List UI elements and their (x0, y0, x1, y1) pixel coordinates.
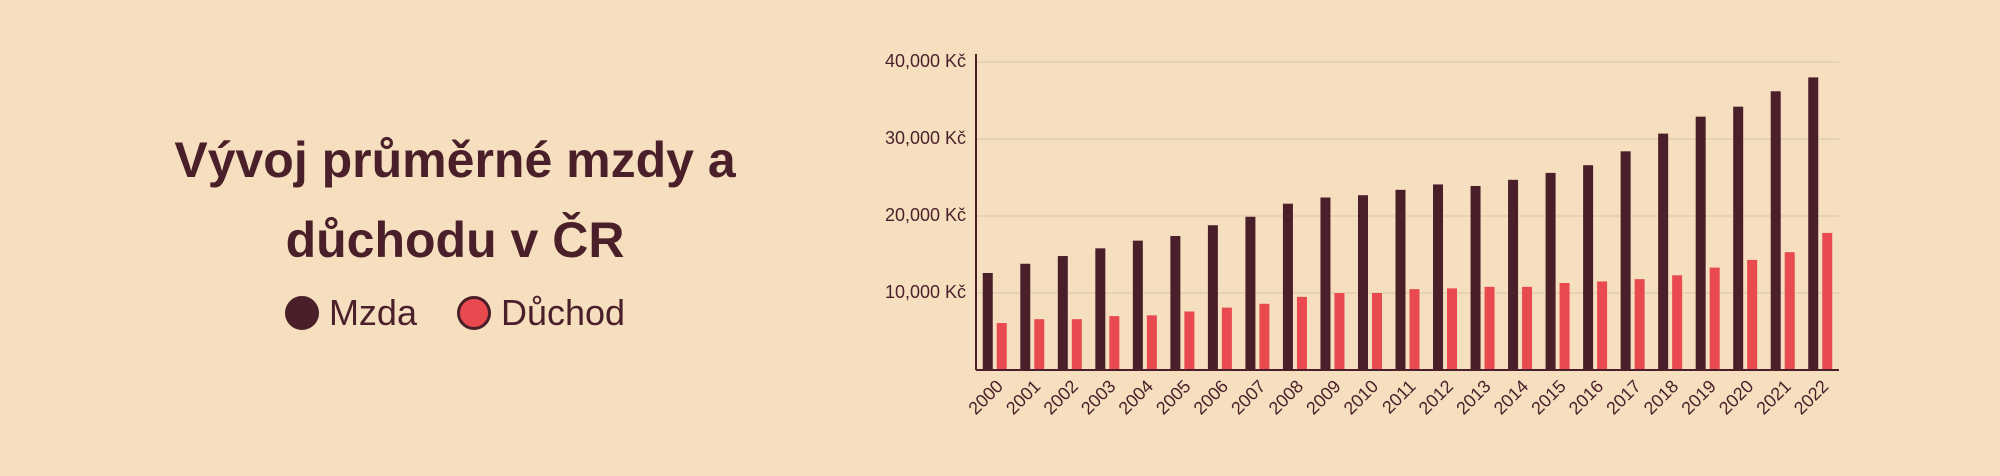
x-tick-label: 2000 (964, 376, 1006, 418)
x-tick-label: 2020 (1715, 376, 1757, 418)
x-tick-label: 2016 (1565, 376, 1607, 418)
y-tick-label: 40,000 Kč (885, 51, 966, 71)
x-tick-label: 2018 (1640, 376, 1682, 418)
bar (1245, 216, 1256, 370)
bar (1320, 197, 1331, 370)
bar (1695, 116, 1706, 370)
legend-label: Mzda (328, 292, 417, 333)
bar (1132, 240, 1143, 370)
bar (1433, 184, 1444, 370)
bar (1784, 252, 1795, 370)
bar (1057, 256, 1068, 370)
bar (1583, 165, 1594, 370)
y-tick-label: 20,000 Kč (885, 205, 966, 225)
bar (1207, 225, 1218, 370)
bar (1221, 307, 1232, 370)
bar (1371, 293, 1382, 370)
bar (1770, 91, 1781, 370)
bar (1395, 189, 1406, 370)
bar (1170, 236, 1181, 370)
legend-item: Důchod (456, 292, 626, 334)
bar (1620, 151, 1631, 370)
x-tick-label: 2010 (1340, 376, 1382, 418)
x-tick-label: 2009 (1302, 376, 1344, 418)
x-tick-label: 2013 (1452, 376, 1494, 418)
bar (1508, 179, 1519, 370)
bar (1146, 315, 1157, 370)
bar (1808, 77, 1819, 371)
bar (1822, 232, 1833, 370)
bar (1522, 286, 1533, 370)
bar (1747, 259, 1758, 370)
bar (1672, 275, 1683, 370)
bar (1109, 316, 1120, 370)
bar (1282, 203, 1293, 370)
x-tick-label: 2005 (1152, 376, 1194, 418)
x-tick-label: 2012 (1415, 376, 1457, 418)
legend-swatch (456, 296, 491, 330)
bar (1470, 185, 1481, 370)
y-tick-label: 30,000 Kč (885, 128, 966, 148)
x-tick-label: 2007 (1227, 376, 1269, 418)
x-tick-label: 2017 (1602, 376, 1644, 418)
y-tick-label: 10,000 Kč (885, 282, 966, 302)
bar (1733, 106, 1744, 370)
x-tick-label: 2008 (1265, 376, 1307, 418)
bar (982, 272, 993, 370)
bar (1095, 248, 1106, 370)
legend-item: Mzda (284, 292, 417, 334)
bar (1597, 281, 1608, 370)
bar (1709, 267, 1720, 370)
legend: Mzda Důchod (155, 292, 755, 334)
bar (1658, 133, 1669, 370)
bar (1184, 311, 1195, 370)
bar (1447, 288, 1458, 370)
bar (1545, 172, 1556, 370)
bar (1020, 263, 1031, 370)
chart-title: Vývoj průměrné mzdy a důchodu v ČR (174, 132, 736, 268)
legend-label: Důchod (500, 292, 626, 333)
bar (1334, 293, 1345, 370)
x-tick-label: 2001 (1002, 376, 1044, 418)
bar (1484, 286, 1495, 370)
bar (1357, 195, 1368, 370)
bar (1634, 279, 1645, 370)
x-tick-label: 2003 (1077, 376, 1119, 418)
bar (1259, 303, 1270, 370)
x-tick-label: 2015 (1527, 376, 1569, 418)
bar (996, 323, 1007, 370)
x-tick-label: 2002 (1040, 376, 1082, 418)
x-tick-label: 2021 (1752, 376, 1794, 418)
x-tick-label: 2014 (1490, 376, 1532, 418)
x-tick-label: 2022 (1790, 376, 1832, 418)
bar (1559, 282, 1570, 370)
bar (1409, 289, 1420, 370)
x-tick-label: 2019 (1677, 376, 1719, 418)
x-tick-label: 2006 (1190, 376, 1232, 418)
legend-swatch (284, 296, 319, 330)
bar (1034, 319, 1045, 370)
bar (1296, 296, 1307, 370)
x-tick-label: 2004 (1115, 376, 1157, 418)
x-tick-label: 2011 (1378, 376, 1420, 418)
bar (1071, 319, 1082, 370)
